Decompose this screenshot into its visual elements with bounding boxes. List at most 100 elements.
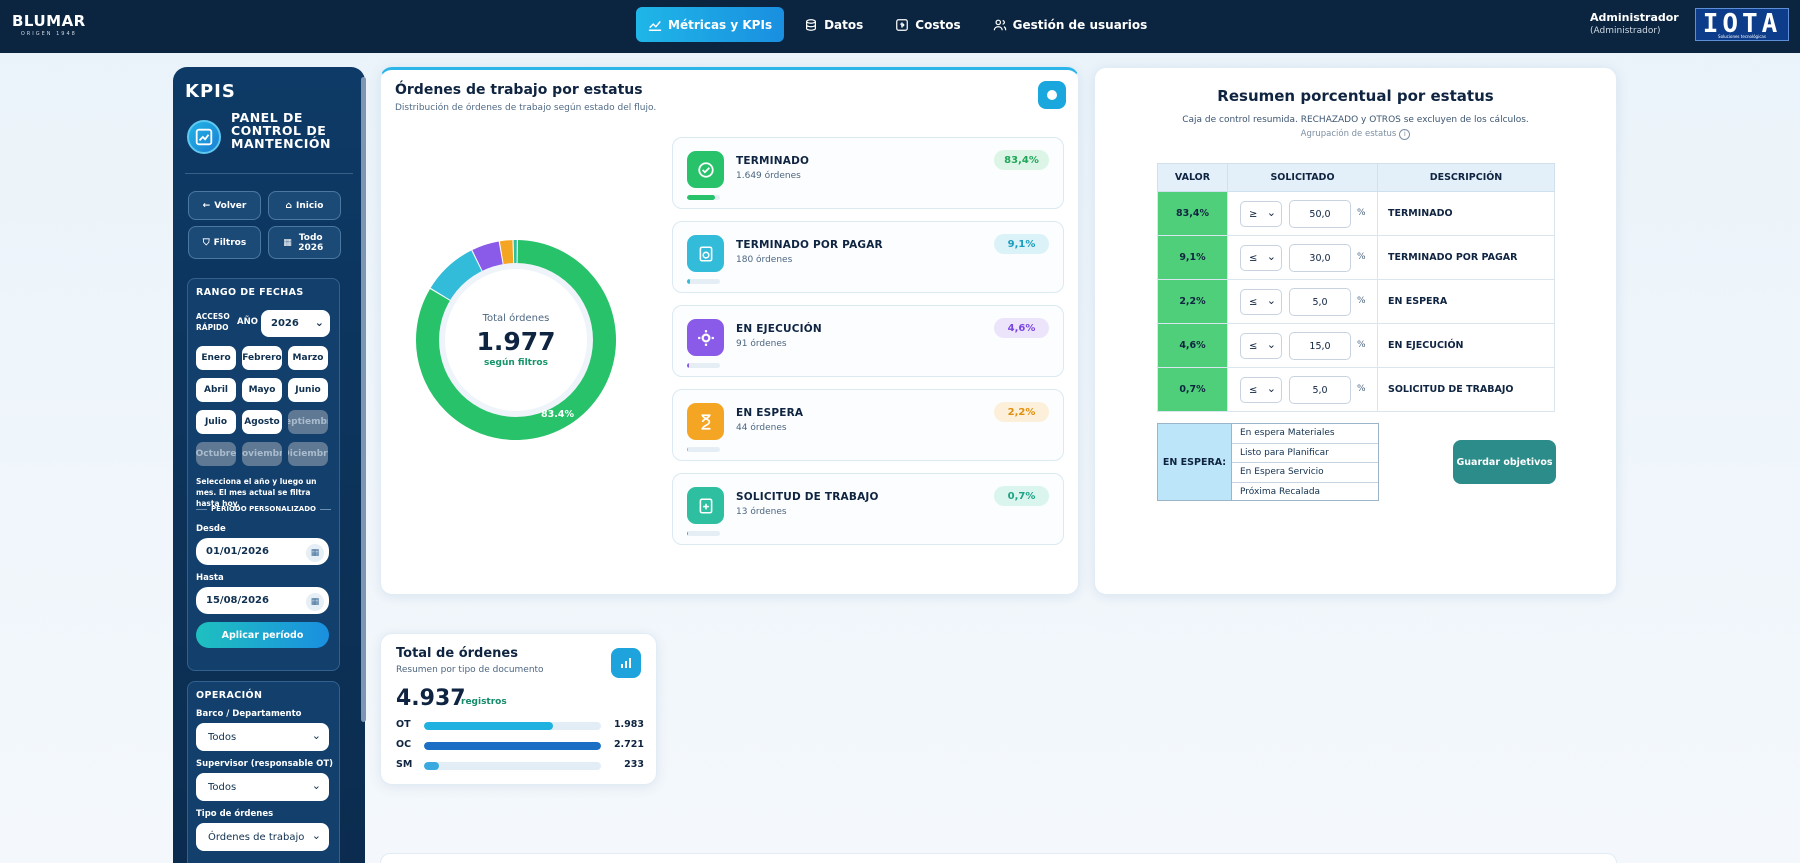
month-button[interactable]: Enero: [196, 346, 236, 370]
iota-logo: IOTA Soluciones tecnológicas: [1695, 8, 1789, 41]
status-card: Órdenes de trabajo por estatus Distribuc…: [380, 67, 1079, 595]
status-progress-fill: [687, 195, 715, 200]
target-input[interactable]: 5,0: [1289, 288, 1351, 316]
donut-chart: [416, 240, 616, 440]
month-button[interactable]: Septiembre: [288, 410, 328, 434]
totals-row: SM 233: [396, 758, 644, 772]
month-button[interactable]: Agosto: [242, 410, 282, 434]
target-input[interactable]: 30,0: [1289, 244, 1351, 272]
save-objectives-button[interactable]: Guardar objetivos: [1453, 440, 1556, 484]
total-value: 1.977: [476, 326, 556, 356]
calendar-icon[interactable]: ▦: [306, 593, 324, 611]
status-progress-bar: [687, 447, 720, 452]
donut-percent-label: 83.4%: [541, 409, 574, 420]
status-percent-badge: 0,7%: [994, 486, 1049, 506]
iota-logo-text: IOTA: [1702, 9, 1782, 39]
brand-logo[interactable]: BLUMAR ORIGEN 1948: [12, 12, 86, 37]
operation-card: OPERACIÓN Barco / Departamento Todos ⌄ S…: [187, 681, 340, 863]
filters-button[interactable]: ⛉ Filtros: [188, 226, 261, 259]
operator-select[interactable]: ≤ ⌄: [1240, 289, 1282, 315]
status-name: TERMINADO POR PAGAR: [736, 239, 883, 251]
totals-row-label: OT: [396, 719, 411, 730]
calendar-icon: ▦: [283, 237, 292, 248]
month-hint: Selecciona el año y luego un mes. El mes…: [196, 477, 317, 508]
chevron-down-icon: ⌄: [311, 779, 321, 792]
from-date-input[interactable]: 01/01/2026 ▦: [196, 538, 329, 565]
operator-select[interactable]: ≤ ⌄: [1240, 377, 1282, 403]
donut-slice[interactable]: [499, 240, 514, 271]
status-progress-bar: [687, 531, 720, 536]
donut-slice[interactable]: [472, 241, 505, 278]
operator-select[interactable]: ≥ ⌄: [1240, 201, 1282, 227]
month-button[interactable]: Febrero: [242, 346, 282, 370]
nav-item-metricas[interactable]: Métricas y KPIs: [636, 7, 785, 42]
status-item[interactable]: TERMINADO 1.649 órdenes 83,4%: [672, 137, 1064, 209]
totals-subtitle: Resumen por tipo de documento: [396, 665, 544, 675]
year-select[interactable]: 2026 ⌄: [261, 310, 330, 337]
status-count: 1.649 órdenes: [736, 171, 801, 181]
operator-select[interactable]: ≤ ⌄: [1240, 245, 1282, 271]
quick-access-label: ACCESO RÁPIDO: [196, 312, 230, 332]
status-name: EN ESPERA: [736, 407, 804, 419]
toggle-dot-button[interactable]: [1038, 81, 1066, 109]
totals-value: 4.937: [396, 686, 466, 711]
sidebar-scrollbar[interactable]: [361, 77, 366, 722]
month-button[interactable]: Junio: [288, 378, 328, 402]
nav-item-usuarios[interactable]: Gestión de usuarios: [981, 7, 1160, 42]
month-button[interactable]: Mayo: [242, 378, 282, 402]
month-button[interactable]: Abril: [196, 378, 236, 402]
nav-label: Gestión de usuarios: [1012, 17, 1148, 32]
nav-label: Costos: [915, 17, 961, 32]
all-year-button[interactable]: ▦ Todo 2026: [268, 226, 341, 259]
back-label: Volver: [214, 200, 247, 211]
donut-slice[interactable]: [430, 250, 486, 305]
brand-tagline: ORIGEN 1948: [20, 31, 77, 37]
sidebar: KPIS PANEL DE CONTROL DE MANTENCIÓN ← Vo…: [173, 67, 366, 863]
sidebar-divider: [185, 173, 353, 174]
operator-value: ≤: [1249, 340, 1258, 352]
totals-bar-fill: [424, 722, 554, 730]
target-input[interactable]: 5,0: [1289, 376, 1351, 404]
totals-row-label: OC: [396, 739, 412, 750]
nav-item-costos[interactable]: Costos: [883, 7, 972, 42]
month-button[interactable]: Julio: [196, 410, 236, 434]
back-button[interactable]: ← Volver: [188, 191, 261, 220]
grouping-label: Agrupación de estatus i: [1095, 129, 1616, 140]
user-info[interactable]: Administrador (Administrador): [1590, 11, 1679, 36]
month-button[interactable]: Marzo: [288, 346, 328, 370]
month-button[interactable]: Octubre: [196, 442, 236, 466]
total-sub: según filtros: [484, 357, 548, 368]
status-item[interactable]: TERMINADO POR PAGAR 180 órdenes 9,1%: [672, 221, 1064, 293]
info-icon[interactable]: i: [1399, 129, 1411, 140]
supervisor-select[interactable]: Todos ⌄: [196, 773, 329, 801]
target-input[interactable]: 50,0: [1289, 200, 1351, 228]
status-item[interactable]: EN ESPERA 44 órdenes 2,2%: [672, 389, 1064, 461]
to-date-input[interactable]: 15/08/2026 ▦: [196, 587, 329, 614]
percent-sign: %: [1357, 340, 1366, 350]
brand-name: BLUMAR: [12, 12, 86, 30]
waiting-list: En espera Materiales Listo para Planifica…: [1232, 424, 1378, 500]
chevron-down-icon: ⌄: [1266, 294, 1276, 307]
chevron-down-icon: ⌄: [1266, 206, 1276, 219]
donut-slice[interactable]: [416, 240, 616, 440]
calendar-icon[interactable]: ▦: [306, 544, 324, 562]
status-item[interactable]: SOLICITUD DE TRABAJO 13 órdenes 0,7%: [672, 473, 1064, 545]
status-item[interactable]: EN EJECUCIÓN 91 órdenes 4,6%: [672, 305, 1064, 377]
target-input[interactable]: 15,0: [1289, 332, 1351, 360]
month-button[interactable]: Noviembre: [242, 442, 282, 466]
status-progress-bar: [687, 195, 720, 200]
col-header-valor: VALOR: [1157, 163, 1228, 192]
home-button[interactable]: ⌂ Inicio: [268, 191, 341, 220]
nav-item-datos[interactable]: Datos: [792, 7, 875, 42]
totals-row-value: 2.721: [613, 739, 644, 750]
bar-chart-icon[interactable]: [611, 648, 641, 678]
order-type-select[interactable]: Órdenes de trabajo ⌄: [196, 823, 329, 851]
apply-period-button[interactable]: Aplicar período: [196, 622, 329, 648]
objective-value: 4,6%: [1157, 323, 1228, 368]
database-icon: [806, 18, 817, 31]
month-button[interactable]: Diciembre: [288, 442, 328, 466]
operator-select[interactable]: ≤ ⌄: [1240, 333, 1282, 359]
dept-select[interactable]: Todos ⌄: [196, 723, 329, 751]
status-count: 44 órdenes: [736, 423, 787, 433]
status-progress-fill: [687, 363, 689, 368]
